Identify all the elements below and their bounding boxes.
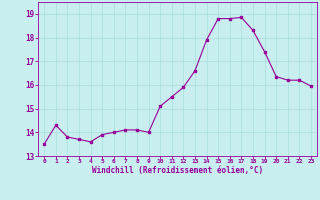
X-axis label: Windchill (Refroidissement éolien,°C): Windchill (Refroidissement éolien,°C) bbox=[92, 166, 263, 175]
